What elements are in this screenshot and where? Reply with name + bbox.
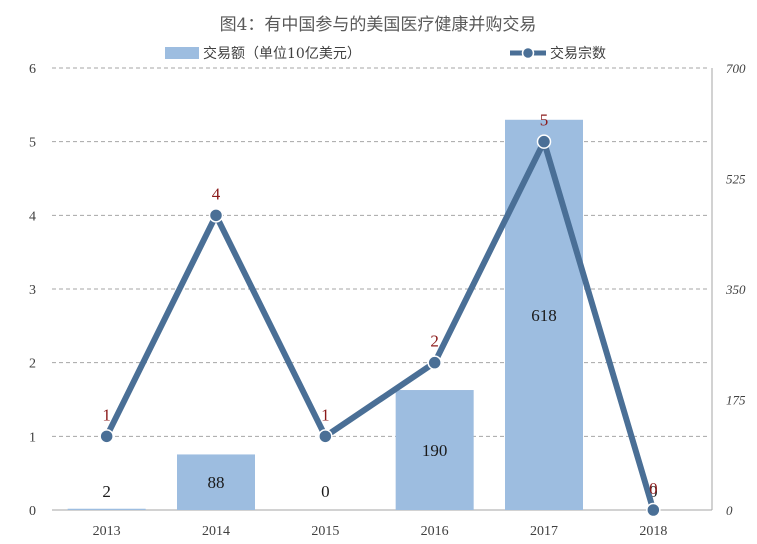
- line-point: [646, 502, 661, 518]
- x-tick-label: 2017: [530, 524, 558, 539]
- x-tick-label: 2013: [93, 524, 121, 539]
- left-tick-label: 4: [29, 209, 36, 224]
- right-axis: 0 175 350 525 700: [725, 61, 746, 518]
- legend-swatch-marker: [521, 46, 535, 60]
- chart-title: 图4：有中国参与的美国医疗健康并购交易: [220, 15, 537, 35]
- right-tick-label: 0: [726, 503, 733, 518]
- bar-data-label: 2: [102, 482, 111, 501]
- left-tick-label: 2: [29, 357, 36, 372]
- bar-data-label: 0: [321, 482, 330, 501]
- bar-data-label: 618: [531, 306, 557, 325]
- line-path: [103, 138, 657, 511]
- left-axis: 0 1 2 3 4 5 6: [29, 62, 36, 519]
- right-tick-label: 175: [726, 393, 746, 408]
- line-data-label: 1: [102, 405, 111, 424]
- bar-data-label: 0: [649, 482, 658, 501]
- x-tick-label: 2016: [421, 524, 449, 539]
- line-point: [427, 355, 442, 370]
- x-tick-label: 2018: [639, 524, 667, 539]
- bar: [67, 508, 146, 510]
- line-point: [318, 429, 333, 444]
- right-tick-label: 525: [726, 172, 746, 187]
- line-data-label: 5: [540, 111, 549, 130]
- line-data-label: 4: [212, 184, 221, 203]
- line-data-label: 0: [649, 479, 658, 498]
- line-series: 1 4 1 2 5 0: [99, 111, 661, 518]
- line-point: [208, 208, 224, 223]
- left-tick-label: 5: [29, 136, 36, 151]
- right-tick-label: 350: [725, 282, 746, 297]
- legend: 交易额（单位10亿美元） 交易宗数: [165, 45, 606, 62]
- bar: [177, 454, 255, 510]
- right-tick-label: 700: [726, 61, 746, 76]
- bar-data-label: 190: [422, 441, 448, 460]
- legend-label-bar: 交易额（单位10亿美元）: [203, 45, 361, 62]
- line-data-label: 2: [430, 332, 439, 351]
- x-tick-label: 2015: [311, 524, 339, 539]
- bar: [505, 119, 583, 510]
- left-tick-label: 1: [29, 430, 36, 445]
- line-point: [536, 134, 552, 149]
- bar-data-label: 88: [208, 473, 225, 492]
- x-axis: 2013 2014 2015 2016 2017 2018: [93, 524, 668, 539]
- bar-series: 2 88 0 190 618 0: [67, 119, 658, 510]
- left-tick-label: 0: [29, 504, 36, 519]
- left-tick-label: 3: [29, 283, 36, 298]
- legend-swatch-bar: [165, 47, 199, 59]
- x-tick-label: 2014: [202, 524, 230, 539]
- gridlines: [52, 67, 713, 511]
- legend-label-line: 交易宗数: [550, 45, 606, 62]
- left-tick-label: 6: [29, 62, 36, 77]
- line-data-label: 1: [321, 405, 330, 424]
- line-point: [99, 429, 114, 444]
- bar: [395, 390, 474, 510]
